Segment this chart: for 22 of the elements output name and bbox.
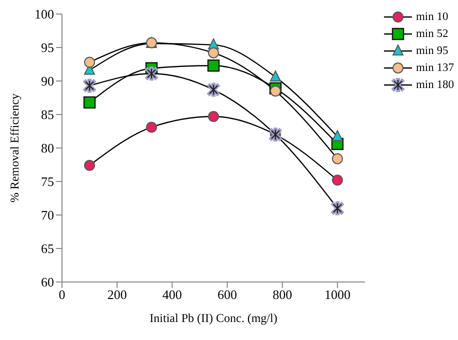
legend-label: min 52	[416, 28, 448, 40]
y-tick-label: 100	[34, 6, 54, 22]
y-tick-label: 60	[41, 274, 54, 290]
legend-label: min 137	[416, 62, 454, 74]
y-tick-label: 90	[41, 74, 54, 89]
y-tick-label: 80	[41, 140, 54, 156]
x-tick-label: 600	[218, 287, 238, 302]
y-axis-title: % Removal Efficiency	[7, 93, 22, 203]
y-tick-label: 85	[41, 107, 54, 122]
y-tick-label: 70	[41, 208, 54, 223]
x-tick-label: 800	[272, 287, 292, 302]
x-tick-label: 0	[58, 287, 66, 302]
x-tick-label: 400	[162, 287, 182, 302]
x-tick-label: 1000	[324, 287, 350, 302]
x-tick-label: 200	[107, 287, 127, 302]
legend-label: min 10	[416, 10, 448, 22]
y-tick-label: 95	[41, 40, 54, 56]
y-tick-label: 75	[41, 174, 54, 190]
legend-label: min 180	[416, 78, 454, 90]
x-axis-title: Initial Pb (II) Conc. (mg/l)	[150, 311, 278, 325]
y-tick-label: 65	[41, 241, 54, 256]
legend-label: min 95	[416, 44, 448, 56]
